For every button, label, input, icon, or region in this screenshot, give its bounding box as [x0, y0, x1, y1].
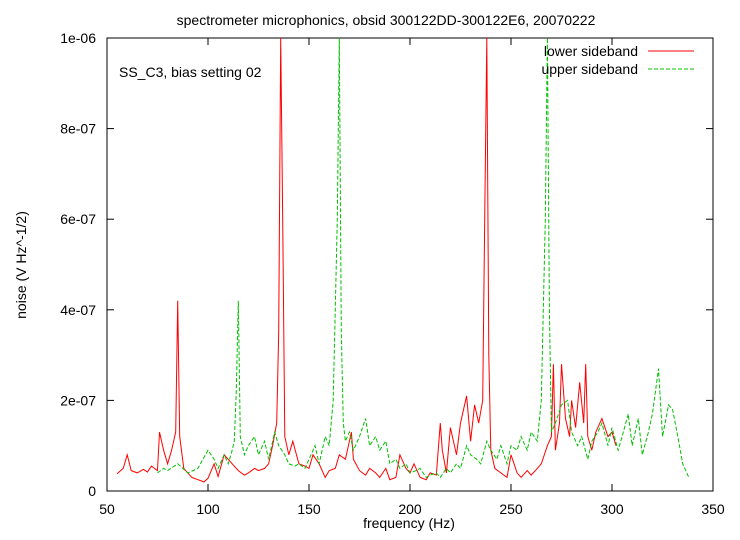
y-tick-label: 8e-07 [60, 121, 96, 137]
y-tick-label: 0 [88, 483, 96, 499]
chart-title: spectrometer microphonics, obsid 300122D… [177, 12, 596, 28]
y-axis-ticks: 0 2e-07 4e-07 6e-07 8e-07 1e-06 [60, 30, 713, 499]
y-tick-label: 4e-07 [60, 302, 96, 318]
x-axis-label: frequency (Hz) [363, 515, 455, 531]
x-tick-label: 100 [196, 501, 220, 517]
y-tick-label: 1e-06 [60, 30, 96, 46]
x-tick-label: 50 [99, 501, 115, 517]
x-tick-label: 250 [499, 501, 523, 517]
plot-annotation: SS_C3, bias setting 02 [119, 64, 262, 80]
x-tick-label: 200 [398, 501, 422, 517]
y-tick-label: 2e-07 [60, 392, 96, 408]
legend-label-upper-sideband: upper sideband [541, 61, 638, 77]
x-tick-label: 150 [297, 501, 321, 517]
x-tick-label: 300 [600, 501, 624, 517]
x-axis-ticks: 50 100 150 200 250 300 350 [99, 38, 725, 517]
legend: lower sideband upper sideband [541, 43, 694, 77]
x-tick-label: 350 [701, 501, 725, 517]
series-layer [116, 37, 690, 483]
series-line-upper-sideband [157, 37, 690, 479]
y-axis-label: noise (V Hz^-1/2) [13, 211, 29, 319]
plot-border [106, 37, 714, 492]
legend-label-lower-sideband: lower sideband [544, 43, 638, 59]
y-tick-label: 6e-07 [60, 211, 96, 227]
plot-frame [106, 37, 714, 492]
series-line-lower-sideband [116, 37, 617, 483]
